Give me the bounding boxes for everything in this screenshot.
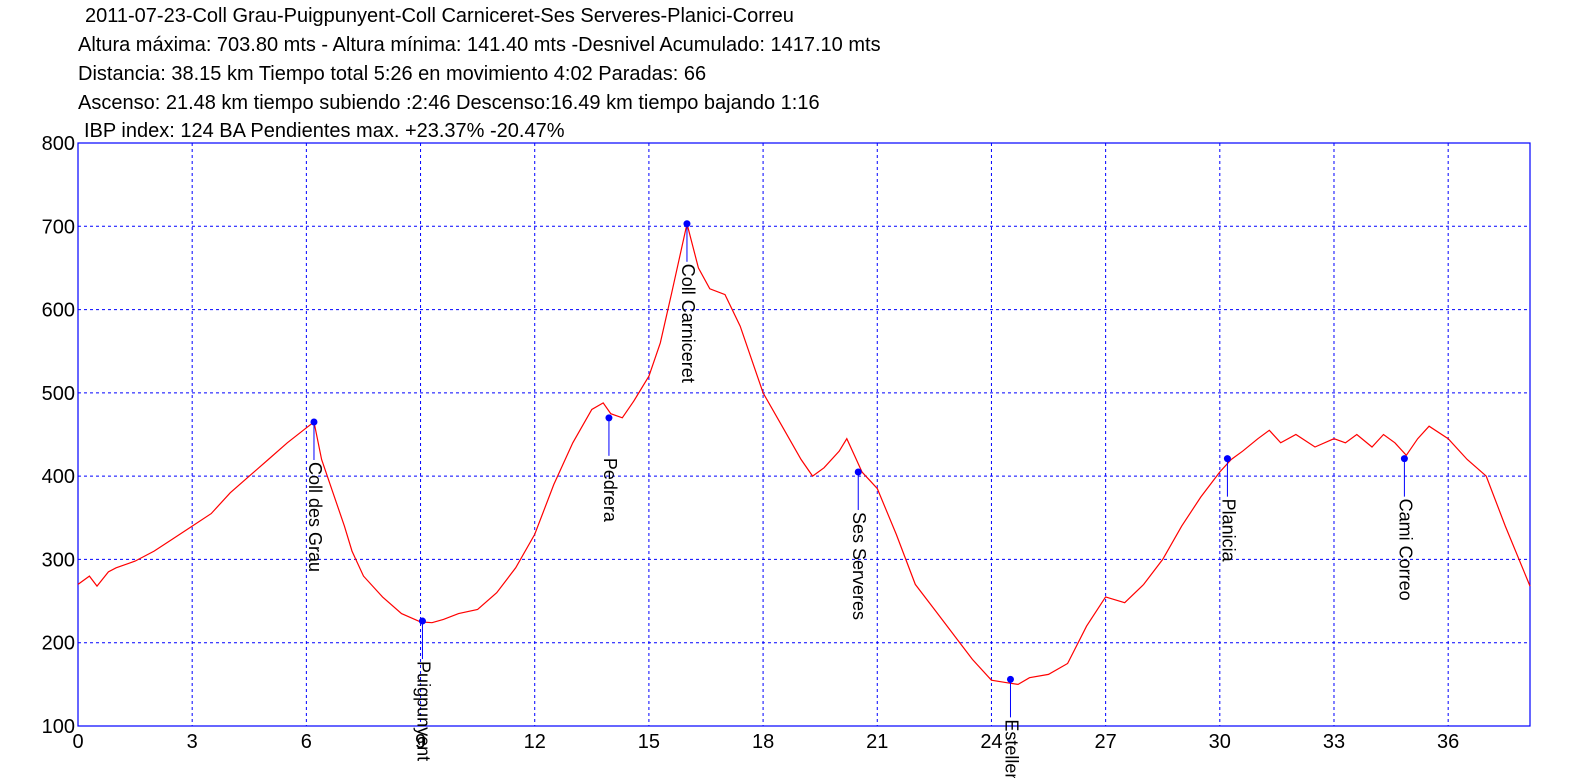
waypoint-label: Puigpunyent <box>413 661 433 761</box>
waypoint-dot <box>854 468 862 476</box>
waypoint-marker: Ses Serveres <box>849 468 869 620</box>
y-tick-label: 500 <box>42 383 75 405</box>
x-tick-label: 33 <box>1323 731 1345 753</box>
waypoint-dot <box>310 418 318 426</box>
y-tick-label: 600 <box>42 300 75 322</box>
ascent-descent-summary: Ascenso: 21.48 km tiempo subiendo :2:46 … <box>78 92 820 114</box>
x-tick-label: 18 <box>752 731 774 753</box>
waypoint-label: Pedrera <box>600 458 620 523</box>
x-tick-label: 21 <box>866 731 888 753</box>
waypoint-marker: Coll des Grau <box>305 418 325 572</box>
waypoint-label: Estellencs <box>1001 719 1021 778</box>
waypoint-marker: Pedrera <box>600 414 620 523</box>
y-axis-ticks: 100 200 300 400 500 600 700 800 <box>42 133 75 738</box>
waypoint-marker: Cami Correo <box>1395 455 1415 601</box>
x-tick-label: 30 <box>1209 731 1231 753</box>
x-tick-label: 36 <box>1437 731 1459 753</box>
y-tick-label: 400 <box>42 466 75 488</box>
waypoint-label: Cami Correo <box>1395 499 1415 601</box>
waypoint-label: Coll des Grau <box>305 462 325 572</box>
chart-grid <box>78 143 1530 726</box>
x-tick-label: 9 <box>415 731 426 753</box>
waypoint-marker: Planicia <box>1218 455 1238 563</box>
x-tick-label: 12 <box>524 731 546 753</box>
y-tick-label: 300 <box>42 549 75 571</box>
waypoint-dot <box>1223 455 1231 463</box>
x-tick-label: 6 <box>301 731 312 753</box>
ibp-summary: IBP index: 124 BA Pendientes max. +23.37… <box>84 120 565 142</box>
waypoint-marker: Puigpunyent <box>413 617 433 761</box>
waypoint-dot <box>1006 675 1014 683</box>
y-tick-label: 100 <box>42 716 75 738</box>
y-tick-label: 800 <box>42 133 75 155</box>
waypoints: Coll des Grau Puigpunyent Pedrera Coll Carn… <box>305 220 1415 778</box>
plot-frame <box>77 142 1531 727</box>
y-tick-label: 200 <box>42 633 75 655</box>
waypoint-dot <box>683 220 691 228</box>
x-tick-label: 24 <box>980 731 1002 753</box>
elevation-profile-line <box>77 223 1531 686</box>
altitude-summary: Altura máxima: 703.80 mts - Altura mínim… <box>78 34 881 56</box>
waypoint-marker: Coll Carniceret <box>678 220 698 383</box>
x-tick-label: 0 <box>72 731 83 753</box>
distance-summary: Distancia: 38.15 km Tiempo total 5:26 en… <box>78 63 707 85</box>
x-tick-label: 27 <box>1095 731 1117 753</box>
waypoint-marker: Estellencs <box>1001 675 1021 778</box>
waypoint-label: Coll Carniceret <box>678 264 698 383</box>
chart-title: 2011-07-23-Coll Grau-Puigpunyent-Coll Ca… <box>85 5 794 27</box>
chart-header: 2011-07-23-Coll Grau-Puigpunyent-Coll Ca… <box>0 0 1596 142</box>
x-tick-label: 3 <box>187 731 198 753</box>
x-axis-ticks: 0 3 6 9 12 15 18 21 24 27 30 33 36 <box>72 731 1459 753</box>
waypoint-dot <box>1400 455 1408 463</box>
waypoint-label: Ses Serveres <box>849 512 869 620</box>
waypoint-dot <box>418 617 426 625</box>
waypoint-label: Planicia <box>1218 499 1238 563</box>
y-tick-label: 700 <box>42 216 75 238</box>
waypoint-dot <box>605 414 613 422</box>
x-tick-label: 15 <box>638 731 660 753</box>
